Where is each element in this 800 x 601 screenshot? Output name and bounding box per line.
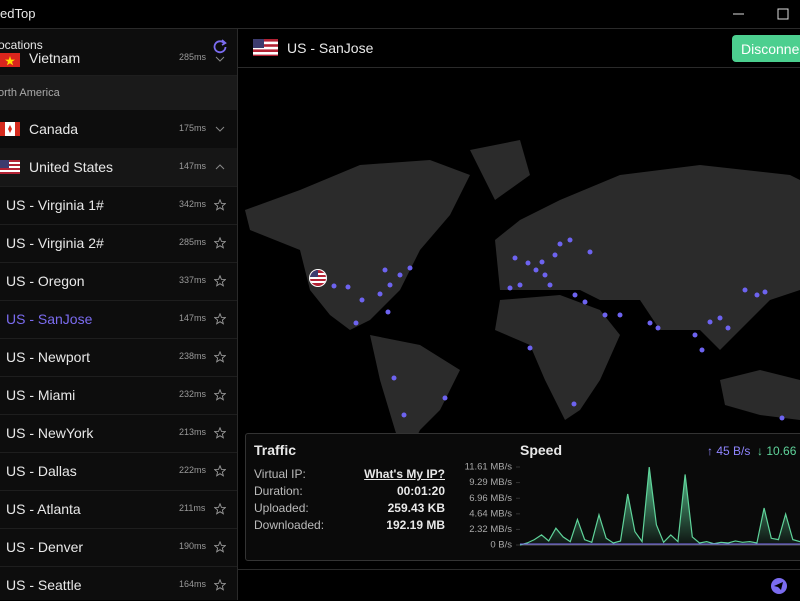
ping: 337ms (179, 275, 207, 285)
bottom-bar (238, 569, 800, 601)
speed-line (519, 466, 800, 546)
download-speed: ↓ 10.66 M (757, 444, 800, 458)
server-name: US - Virginia 1# (6, 197, 104, 213)
favorite-star[interactable] (213, 236, 227, 254)
y-tick-label: 0 B/s (490, 540, 512, 551)
server-name: US - Newport (6, 349, 91, 365)
y-tick-label: 4.64 MB/s (469, 508, 512, 519)
region-header: orth America (0, 76, 237, 110)
favorite-star[interactable] (213, 350, 227, 368)
ping: 232ms (179, 389, 207, 399)
window-controls[interactable] (725, 6, 800, 22)
sidebar-title: ocations (0, 38, 43, 52)
title-bar: edTop (0, 0, 800, 29)
favorite-star[interactable] (213, 388, 227, 406)
ping: 147ms (179, 313, 207, 323)
ping: 147ms (179, 161, 207, 171)
traffic-label: Uploaded: (254, 501, 309, 515)
favorite-star[interactable] (213, 578, 227, 596)
server-row[interactable]: US - Dallas 222ms (0, 452, 237, 491)
y-tick-label: 2.32 MB/s (469, 524, 512, 535)
traffic-value: 259.43 KB (387, 501, 445, 515)
ping: 211ms (179, 503, 206, 513)
selected-marker (309, 269, 327, 287)
favorite-star[interactable] (213, 312, 227, 330)
ping: 238ms (179, 351, 207, 361)
ping: 213ms (179, 427, 207, 437)
world-map (245, 140, 800, 460)
ping: 222ms (179, 465, 207, 475)
server-row[interactable]: US - Atlanta 211ms (0, 490, 237, 529)
y-tick-label: 9.29 MB/s (469, 477, 512, 488)
favorite-star[interactable] (213, 540, 227, 558)
country-name: United States (29, 159, 114, 175)
server-name: US - Seattle (6, 577, 82, 593)
favorite-star[interactable] (213, 464, 227, 482)
favorite-star[interactable] (213, 426, 227, 444)
server-row[interactable]: US - Virginia 2# 285ms (0, 224, 237, 263)
server-row[interactable]: US - NewYork 213ms (0, 414, 237, 453)
selected-location: US - SanJose (287, 40, 374, 56)
server-row[interactable]: US - SanJose 147ms (0, 300, 237, 339)
server-name: US - Denver (6, 539, 84, 555)
server-name: US - Virginia 2# (6, 235, 104, 251)
window-title: edTop (0, 6, 36, 21)
y-tick-label: 6.96 MB/s (469, 493, 512, 504)
server-name: US - NewYork (6, 425, 94, 441)
country-name: Vietnam (29, 50, 81, 66)
ping: 164ms (179, 579, 207, 589)
traffic-title: Traffic (254, 442, 297, 458)
server-row[interactable]: US - Seattle 164ms (0, 566, 237, 600)
server-row[interactable]: US - Denver 190ms (0, 528, 237, 567)
server-name: US - Oregon (6, 273, 85, 289)
disconnect-button[interactable]: Disconnec (732, 35, 800, 62)
traffic-panel: Traffic Speed ↑ 45 B/s ↓ 10.66 M Virtual… (245, 433, 800, 561)
server-row[interactable]: US - Oregon 337ms (0, 262, 237, 301)
server-name: US - Dallas (6, 463, 77, 479)
upload-speed: ↑ 45 B/s (707, 444, 751, 458)
ping: 285ms (179, 237, 207, 247)
server-name: US - Miami (6, 387, 76, 403)
favorite-star[interactable] (213, 502, 227, 520)
ping: 285ms (179, 52, 207, 62)
traffic-label: Virtual IP: (254, 467, 306, 481)
server-name: US - Atlanta (6, 501, 81, 517)
ip-link[interactable]: What's My IP? (364, 467, 445, 481)
ping: 175ms (179, 123, 207, 133)
country-row[interactable]: Vietnam 285ms (0, 45, 237, 76)
region-name: orth America (0, 87, 60, 99)
favorite-star[interactable] (213, 274, 227, 292)
ping: 190ms (179, 541, 207, 551)
traffic-label: Downloaded: (254, 518, 325, 532)
country-row[interactable]: United States 147ms (0, 148, 237, 187)
traffic-value: 00:01:20 (396, 484, 445, 498)
telegram-icon[interactable] (770, 577, 788, 595)
server-row[interactable]: US - Newport 238ms (0, 338, 237, 377)
traffic-value: 192.19 MB (386, 518, 445, 532)
traffic-label: Duration: (254, 484, 303, 498)
speed-title: Speed (520, 442, 563, 458)
main-header: US - SanJose Disconnec (238, 29, 800, 68)
server-name: US - SanJose (6, 311, 93, 327)
y-tick-label: 11.61 MB/s (465, 462, 513, 473)
server-row[interactable]: US - Virginia 1# 342ms (0, 186, 237, 225)
sidebar: ocations Vietnam 285ms orth America Cana… (0, 29, 238, 600)
favorite-star[interactable] (213, 198, 227, 216)
ping: 342ms (179, 199, 207, 209)
server-row[interactable]: US - Miami 232ms (0, 376, 237, 415)
refresh-icon[interactable] (212, 38, 228, 54)
button-label: Disconnec (741, 41, 800, 57)
country-name: Canada (29, 121, 79, 137)
